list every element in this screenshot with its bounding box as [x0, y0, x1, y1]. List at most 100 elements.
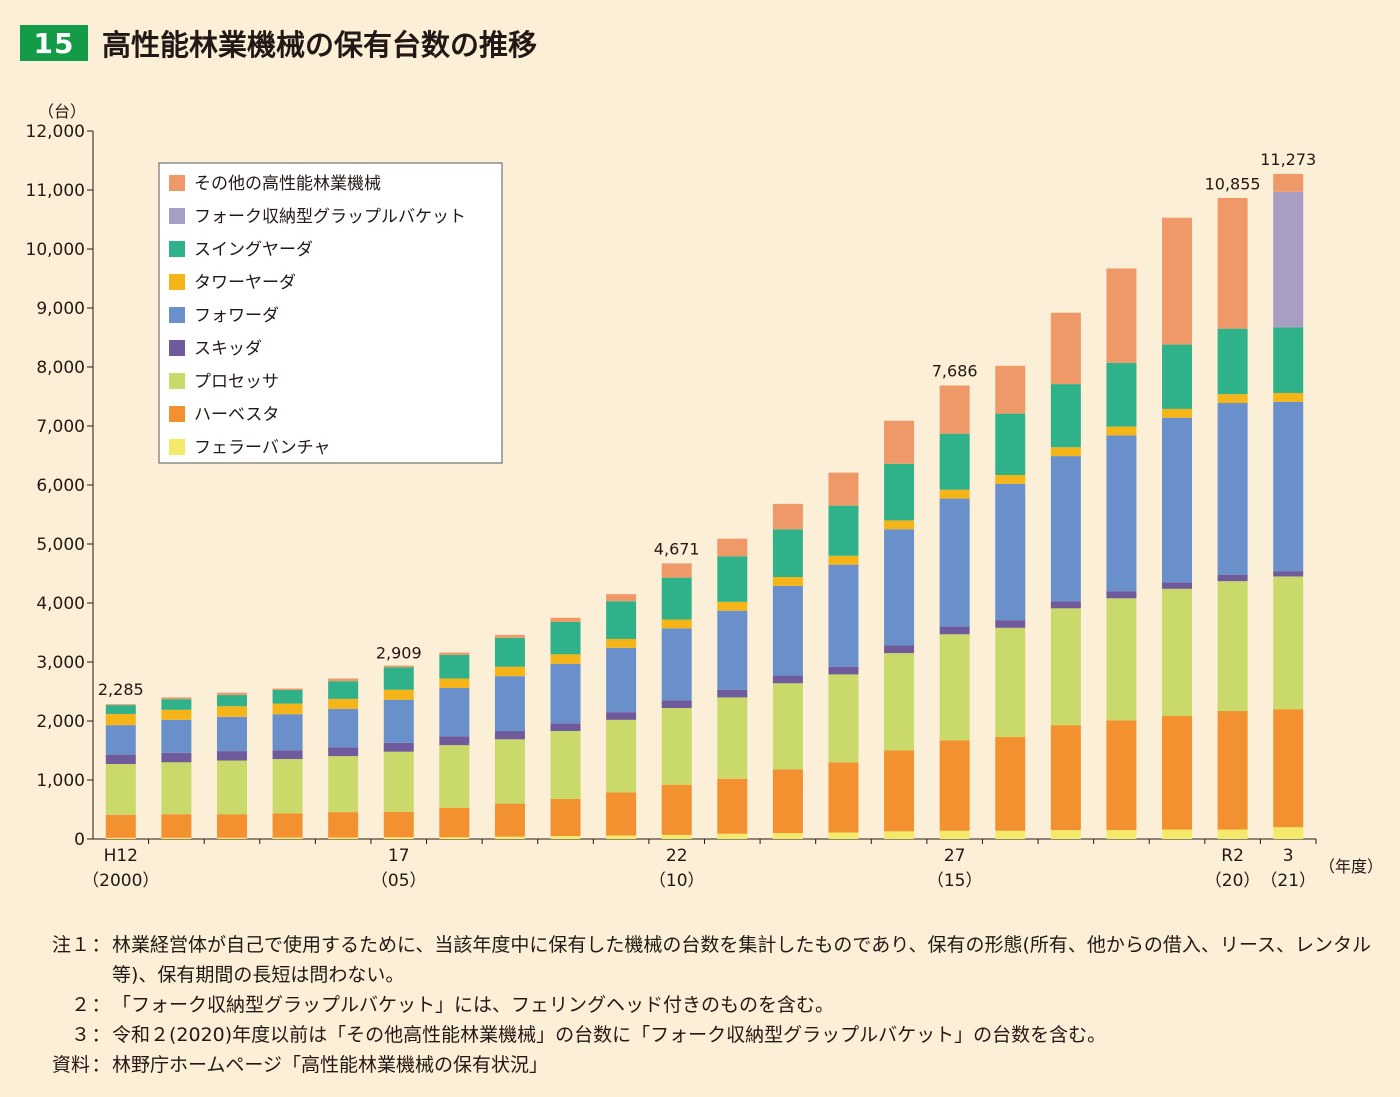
bar-segment [606, 712, 637, 720]
bar-segment [1106, 598, 1137, 721]
bar-segment [1050, 456, 1081, 602]
bar-segment [1273, 709, 1304, 828]
legend-label: タワーヤーダ [194, 273, 296, 293]
bar-segment [884, 831, 915, 839]
x-tick-label: R2 [1221, 846, 1244, 866]
note-row: 資料：林野庁ホームページ「高性能林業機械の保有状況」 [22, 1050, 1382, 1080]
bar-segment [1162, 408, 1193, 418]
bar-segment [995, 474, 1026, 484]
bar-segment [1106, 591, 1137, 599]
bar-segment [1050, 608, 1081, 726]
bar-segment [1106, 426, 1137, 436]
y-tick-label: 1,000 [36, 771, 85, 791]
y-tick-label: 11,000 [26, 181, 85, 201]
bar-segment [105, 705, 136, 714]
bar-segment [939, 740, 970, 831]
bar-segment [494, 676, 525, 732]
bar-segment [717, 610, 748, 690]
note-text: 令和２(2020)年度以前は「その他高性能林業機械」の台数に「フォーク収納型グラ… [112, 1024, 1107, 1046]
bar-segment [550, 621, 581, 655]
x-tick-label: 27 [944, 846, 966, 866]
y-tick-label: 10,000 [26, 240, 85, 260]
bar-segment [105, 837, 136, 839]
bar-segment [1050, 312, 1081, 385]
bar-segment [216, 695, 247, 707]
bar-segment [939, 626, 970, 635]
bar-segment [1106, 362, 1137, 427]
bar-segment [216, 706, 247, 717]
bar-segment [1162, 715, 1193, 830]
bar-segment [494, 637, 525, 667]
bar-segment [1106, 720, 1137, 831]
bar-segment [439, 807, 470, 838]
y-axis-unit-label: （台） [38, 102, 86, 121]
bar-segment [105, 754, 136, 765]
bar-segment [550, 723, 581, 732]
bar-segment [161, 752, 192, 763]
x-tick-sublabel: （10） [649, 871, 705, 891]
bar-segment [939, 385, 970, 434]
bar-segment [494, 739, 525, 804]
bar-segment [328, 708, 359, 748]
x-tick-sublabel: （21） [1260, 871, 1316, 891]
bar-segment [828, 674, 859, 763]
x-tick-label: 17 [388, 846, 410, 866]
bar-segment [772, 675, 803, 684]
bar-segment [606, 835, 637, 839]
bar-segment [1273, 327, 1304, 393]
bar-segment [272, 750, 303, 760]
legend-swatch [169, 175, 185, 191]
bar-segment [161, 709, 192, 720]
x-tick-sublabel: （05） [371, 871, 427, 891]
bar-segment [439, 654, 470, 679]
bar-segment [550, 731, 581, 799]
bar-segment [383, 689, 414, 700]
legend-swatch [169, 406, 185, 422]
bar-segment [1162, 217, 1193, 345]
bar-segment [661, 708, 692, 785]
bar-segment [884, 653, 915, 751]
legend-swatch [169, 373, 185, 389]
bar-segment [439, 678, 470, 688]
bar-segment [1273, 576, 1304, 710]
figure-header: 15 高性能林業機械の保有台数の推移 [20, 24, 537, 62]
bar-segment [494, 634, 525, 638]
bar-segment [328, 812, 359, 838]
note-label: 資料 [51, 1054, 90, 1076]
bar-total-label: 2,909 [376, 643, 422, 662]
bar-segment [1106, 268, 1137, 363]
bar-segment [328, 681, 359, 699]
legend-label: スキッダ [194, 339, 262, 359]
bar-total-label: 7,686 [932, 362, 978, 381]
bar-segment [494, 666, 525, 677]
bar-segment [105, 764, 136, 815]
x-tick-sublabel: （2000） [82, 871, 159, 891]
bar-segment [494, 836, 525, 839]
bar-segment [884, 420, 915, 464]
bar-segment [828, 666, 859, 675]
bar-segment [1050, 601, 1081, 609]
bar-segment [1162, 588, 1193, 716]
bar-segment [383, 742, 414, 752]
bar-segment [995, 365, 1026, 414]
bar-segment [772, 503, 803, 530]
legend-swatch [169, 439, 185, 455]
bar-segment [216, 716, 247, 752]
bar-segment [606, 638, 637, 648]
bar-segment [1273, 392, 1304, 402]
bar-segment [939, 634, 970, 741]
bar-segment [1050, 725, 1081, 831]
bar-segment [550, 663, 581, 724]
bar-segment [383, 837, 414, 839]
bar-segment [216, 751, 247, 761]
bar-segment [661, 577, 692, 620]
bar-segment [383, 667, 414, 690]
bar-segment [661, 563, 692, 578]
y-tick-label: 3,000 [36, 653, 85, 673]
bar-segment [772, 769, 803, 834]
note-label: 注１ [51, 934, 90, 956]
bar-total-label: 2,285 [98, 680, 144, 699]
bar-segment [105, 725, 136, 755]
x-tick-label: 22 [666, 846, 688, 866]
bar-total-label: 4,671 [654, 539, 700, 558]
